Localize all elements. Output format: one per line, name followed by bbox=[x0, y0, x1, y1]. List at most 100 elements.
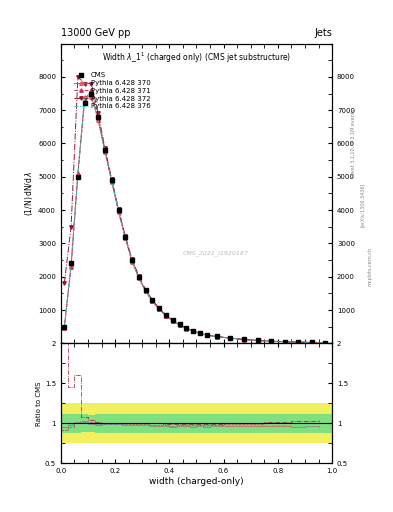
Pythia 6.428 376 bbox=[130, 259, 134, 265]
Pythia 6.428 370 bbox=[69, 262, 73, 268]
Text: Rivet 3.1.10, ≥ 3.1M events: Rivet 3.1.10, ≥ 3.1M events bbox=[351, 109, 355, 178]
Pythia 6.428 376 bbox=[296, 339, 301, 345]
Pythia 6.428 376 bbox=[204, 332, 209, 338]
Pythia 6.428 376 bbox=[96, 116, 101, 122]
Pythia 6.428 372 bbox=[143, 287, 148, 293]
Text: mcplots.cern.ch: mcplots.cern.ch bbox=[368, 247, 373, 286]
Pythia 6.428 370 bbox=[282, 338, 287, 345]
CMS bbox=[123, 233, 128, 240]
Pythia 6.428 371 bbox=[123, 234, 128, 241]
Text: [arXiv:1306.3436]: [arXiv:1306.3436] bbox=[360, 183, 365, 227]
Pythia 6.428 376 bbox=[191, 328, 195, 334]
Pythia 6.428 371 bbox=[269, 338, 274, 344]
Pythia 6.428 372 bbox=[103, 145, 107, 152]
CMS bbox=[96, 114, 101, 120]
Line: CMS: CMS bbox=[62, 92, 327, 345]
Pythia 6.428 371 bbox=[89, 87, 94, 93]
Pythia 6.428 370 bbox=[143, 288, 148, 294]
Pythia 6.428 372 bbox=[75, 74, 80, 80]
Pythia 6.428 371 bbox=[143, 288, 148, 294]
CMS bbox=[75, 174, 80, 180]
CMS bbox=[228, 335, 233, 341]
Line: Pythia 6.428 370: Pythia 6.428 370 bbox=[62, 95, 327, 345]
Pythia 6.428 372 bbox=[82, 80, 87, 87]
CMS bbox=[204, 332, 209, 338]
Pythia 6.428 372 bbox=[191, 328, 195, 334]
Pythia 6.428 376 bbox=[75, 171, 80, 177]
Pythia 6.428 370 bbox=[82, 94, 87, 100]
Pythia 6.428 371 bbox=[215, 333, 219, 339]
Pythia 6.428 371 bbox=[62, 325, 67, 331]
Pythia 6.428 371 bbox=[163, 312, 168, 318]
Pythia 6.428 376 bbox=[136, 275, 141, 281]
Pythia 6.428 370 bbox=[103, 149, 107, 155]
Pythia 6.428 376 bbox=[198, 330, 202, 336]
Pythia 6.428 371 bbox=[150, 297, 155, 304]
Y-axis label: Ratio to CMS: Ratio to CMS bbox=[36, 381, 42, 425]
Pythia 6.428 370 bbox=[204, 332, 209, 338]
Pythia 6.428 372 bbox=[228, 335, 233, 341]
Pythia 6.428 376 bbox=[282, 338, 287, 345]
Pythia 6.428 370 bbox=[171, 318, 175, 324]
Pythia 6.428 370 bbox=[130, 259, 134, 265]
Pythia 6.428 370 bbox=[116, 209, 121, 215]
Pythia 6.428 376 bbox=[103, 148, 107, 155]
CMS bbox=[177, 322, 182, 328]
Pythia 6.428 372 bbox=[89, 80, 94, 87]
Pythia 6.428 376 bbox=[143, 288, 148, 294]
Pythia 6.428 371 bbox=[103, 148, 107, 154]
Pythia 6.428 370 bbox=[323, 339, 328, 346]
Pythia 6.428 372 bbox=[296, 339, 301, 345]
Pythia 6.428 376 bbox=[62, 324, 67, 330]
CMS bbox=[116, 207, 121, 213]
Pythia 6.428 371 bbox=[255, 337, 260, 344]
Pythia 6.428 370 bbox=[309, 339, 314, 346]
CMS bbox=[62, 324, 67, 330]
Pythia 6.428 370 bbox=[150, 298, 155, 305]
Pythia 6.428 372 bbox=[136, 273, 141, 279]
Pythia 6.428 370 bbox=[62, 324, 67, 330]
Pythia 6.428 376 bbox=[123, 235, 128, 241]
Pythia 6.428 376 bbox=[157, 306, 162, 312]
Pythia 6.428 371 bbox=[96, 115, 101, 121]
Pythia 6.428 370 bbox=[269, 338, 274, 344]
Pythia 6.428 372 bbox=[163, 312, 168, 318]
Pythia 6.428 372 bbox=[157, 305, 162, 311]
CMS bbox=[157, 305, 162, 311]
Pythia 6.428 372 bbox=[242, 336, 246, 343]
Y-axis label: $\mathrm{(1/N)\,dN/d\,}\lambda$: $\mathrm{(1/N)\,dN/d\,}\lambda$ bbox=[23, 171, 35, 216]
Pythia 6.428 371 bbox=[69, 264, 73, 270]
CMS bbox=[242, 336, 246, 343]
Pythia 6.428 371 bbox=[82, 97, 87, 103]
Pythia 6.428 370 bbox=[255, 337, 260, 344]
Pythia 6.428 371 bbox=[171, 317, 175, 324]
Pythia 6.428 376 bbox=[171, 318, 175, 324]
Pythia 6.428 372 bbox=[177, 322, 182, 328]
Pythia 6.428 370 bbox=[75, 170, 80, 177]
Pythia 6.428 372 bbox=[150, 297, 155, 303]
CMS bbox=[296, 339, 301, 345]
CMS bbox=[143, 287, 148, 293]
Pythia 6.428 370 bbox=[136, 275, 141, 282]
Text: Jets: Jets bbox=[314, 28, 332, 38]
Pythia 6.428 372 bbox=[62, 281, 67, 287]
Pythia 6.428 372 bbox=[323, 339, 328, 346]
CMS bbox=[282, 338, 287, 345]
CMS bbox=[136, 274, 141, 280]
Pythia 6.428 376 bbox=[215, 333, 219, 339]
Pythia 6.428 371 bbox=[242, 336, 246, 343]
Pythia 6.428 371 bbox=[228, 335, 233, 341]
Pythia 6.428 372 bbox=[215, 333, 219, 339]
Pythia 6.428 376 bbox=[163, 313, 168, 319]
Line: Pythia 6.428 372: Pythia 6.428 372 bbox=[62, 75, 327, 345]
Pythia 6.428 372 bbox=[255, 337, 260, 344]
Pythia 6.428 371 bbox=[282, 338, 287, 345]
Pythia 6.428 376 bbox=[255, 337, 260, 344]
Pythia 6.428 376 bbox=[82, 95, 87, 101]
Pythia 6.428 376 bbox=[109, 178, 114, 184]
Pythia 6.428 372 bbox=[171, 317, 175, 324]
CMS bbox=[103, 147, 107, 153]
Pythia 6.428 372 bbox=[269, 338, 274, 344]
CMS bbox=[215, 333, 219, 339]
CMS bbox=[82, 100, 87, 106]
